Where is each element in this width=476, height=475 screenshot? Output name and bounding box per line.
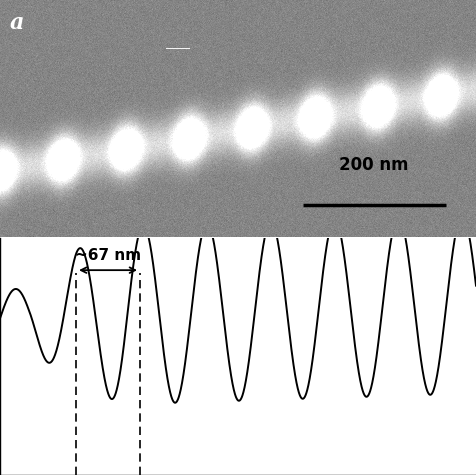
Text: a: a (10, 12, 24, 34)
Text: ~67 nm: ~67 nm (75, 248, 141, 263)
Text: 200 nm: 200 nm (339, 156, 409, 174)
